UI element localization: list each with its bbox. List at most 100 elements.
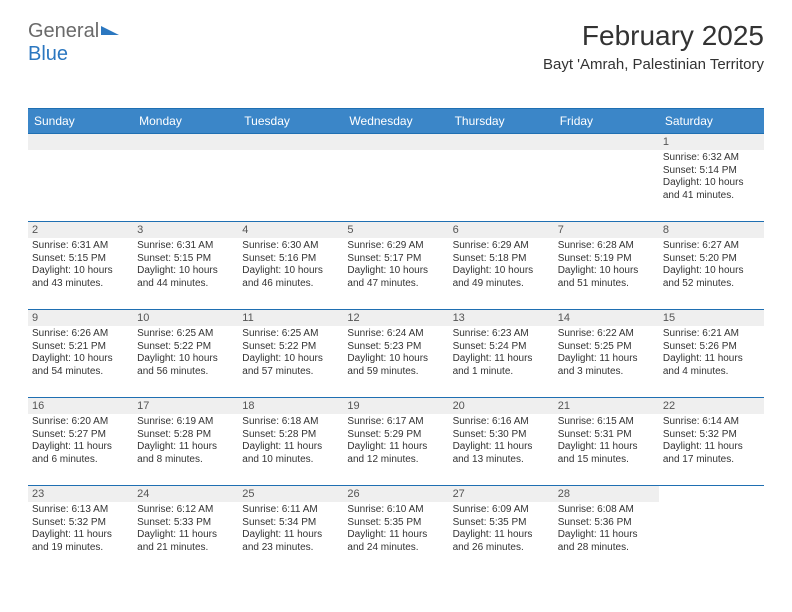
day-sunrise: Sunrise: 6:28 AM <box>558 240 655 253</box>
day-body: Sunrise: 6:31 AMSunset: 5:15 PMDaylight:… <box>28 238 133 294</box>
day-header: Friday <box>554 109 659 133</box>
day-body: Sunrise: 6:10 AMSunset: 5:35 PMDaylight:… <box>343 502 448 558</box>
day-body: Sunrise: 6:16 AMSunset: 5:30 PMDaylight:… <box>449 414 554 470</box>
calendar-cell: 6Sunrise: 6:29 AMSunset: 5:18 PMDaylight… <box>449 221 554 309</box>
day-sunset: Sunset: 5:15 PM <box>32 253 129 266</box>
day-daylight: Daylight: 11 hours and 8 minutes. <box>137 441 234 466</box>
day-sunset: Sunset: 5:15 PM <box>137 253 234 266</box>
calendar-cell: 9Sunrise: 6:26 AMSunset: 5:21 PMDaylight… <box>28 309 133 397</box>
day-number: 24 <box>133 486 238 502</box>
day-number <box>554 134 659 150</box>
calendar-cell: 1Sunrise: 6:32 AMSunset: 5:14 PMDaylight… <box>659 133 764 221</box>
day-number: 4 <box>238 222 343 238</box>
calendar-cell: 19Sunrise: 6:17 AMSunset: 5:29 PMDayligh… <box>343 397 448 485</box>
calendar-cell-empty <box>133 133 238 221</box>
day-sunset: Sunset: 5:36 PM <box>558 517 655 530</box>
day-daylight: Daylight: 11 hours and 21 minutes. <box>137 529 234 554</box>
location-subtitle: Bayt 'Amrah, Palestinian Territory <box>543 56 764 73</box>
day-sunrise: Sunrise: 6:27 AM <box>663 240 760 253</box>
day-sunrise: Sunrise: 6:23 AM <box>453 328 550 341</box>
day-sunset: Sunset: 5:21 PM <box>32 341 129 354</box>
day-number: 7 <box>554 222 659 238</box>
day-sunset: Sunset: 5:32 PM <box>32 517 129 530</box>
day-header: Thursday <box>449 109 554 133</box>
calendar-cell-empty <box>343 133 448 221</box>
day-sunrise: Sunrise: 6:19 AM <box>137 416 234 429</box>
day-daylight: Daylight: 10 hours and 46 minutes. <box>242 265 339 290</box>
day-sunset: Sunset: 5:18 PM <box>453 253 550 266</box>
day-header: Monday <box>133 109 238 133</box>
calendar-cell: 24Sunrise: 6:12 AMSunset: 5:33 PMDayligh… <box>133 485 238 573</box>
calendar-cell: 14Sunrise: 6:22 AMSunset: 5:25 PMDayligh… <box>554 309 659 397</box>
calendar-cell-empty <box>449 133 554 221</box>
day-body: Sunrise: 6:25 AMSunset: 5:22 PMDaylight:… <box>133 326 238 382</box>
day-body: Sunrise: 6:21 AMSunset: 5:26 PMDaylight:… <box>659 326 764 382</box>
day-header: Saturday <box>659 109 764 133</box>
calendar-cell: 8Sunrise: 6:27 AMSunset: 5:20 PMDaylight… <box>659 221 764 309</box>
brand-triangle-icon <box>101 26 119 35</box>
day-daylight: Daylight: 11 hours and 26 minutes. <box>453 529 550 554</box>
day-daylight: Daylight: 11 hours and 17 minutes. <box>663 441 760 466</box>
day-sunset: Sunset: 5:22 PM <box>137 341 234 354</box>
day-body: Sunrise: 6:09 AMSunset: 5:35 PMDaylight:… <box>449 502 554 558</box>
day-number: 15 <box>659 310 764 326</box>
day-number: 6 <box>449 222 554 238</box>
calendar-cell: 11Sunrise: 6:25 AMSunset: 5:22 PMDayligh… <box>238 309 343 397</box>
day-sunset: Sunset: 5:33 PM <box>137 517 234 530</box>
day-daylight: Daylight: 10 hours and 43 minutes. <box>32 265 129 290</box>
calendar-cell: 15Sunrise: 6:21 AMSunset: 5:26 PMDayligh… <box>659 309 764 397</box>
day-body: Sunrise: 6:19 AMSunset: 5:28 PMDaylight:… <box>133 414 238 470</box>
day-header: Tuesday <box>238 109 343 133</box>
day-number: 13 <box>449 310 554 326</box>
day-number: 3 <box>133 222 238 238</box>
calendar-cell-empty <box>554 133 659 221</box>
day-number: 23 <box>28 486 133 502</box>
header-right: February 2025 Bayt 'Amrah, Palestinian T… <box>543 20 764 73</box>
calendar-cell: 20Sunrise: 6:16 AMSunset: 5:30 PMDayligh… <box>449 397 554 485</box>
day-body: Sunrise: 6:14 AMSunset: 5:32 PMDaylight:… <box>659 414 764 470</box>
day-sunset: Sunset: 5:35 PM <box>347 517 444 530</box>
day-sunset: Sunset: 5:20 PM <box>663 253 760 266</box>
day-body: Sunrise: 6:24 AMSunset: 5:23 PMDaylight:… <box>343 326 448 382</box>
brand-part2: Blue <box>28 43 68 65</box>
calendar-cell: 10Sunrise: 6:25 AMSunset: 5:22 PMDayligh… <box>133 309 238 397</box>
day-sunrise: Sunrise: 6:17 AM <box>347 416 444 429</box>
day-daylight: Daylight: 10 hours and 47 minutes. <box>347 265 444 290</box>
day-number: 1 <box>659 134 764 150</box>
calendar-cell-empty <box>238 133 343 221</box>
brand-part1: General <box>28 20 99 42</box>
day-sunset: Sunset: 5:29 PM <box>347 429 444 442</box>
day-sunrise: Sunrise: 6:25 AM <box>242 328 339 341</box>
day-sunset: Sunset: 5:24 PM <box>453 341 550 354</box>
day-sunset: Sunset: 5:17 PM <box>347 253 444 266</box>
day-sunrise: Sunrise: 6:18 AM <box>242 416 339 429</box>
day-daylight: Daylight: 11 hours and 12 minutes. <box>347 441 444 466</box>
day-number <box>238 134 343 150</box>
day-sunset: Sunset: 5:34 PM <box>242 517 339 530</box>
day-body: Sunrise: 6:25 AMSunset: 5:22 PMDaylight:… <box>238 326 343 382</box>
calendar-cell: 3Sunrise: 6:31 AMSunset: 5:15 PMDaylight… <box>133 221 238 309</box>
day-daylight: Daylight: 10 hours and 56 minutes. <box>137 353 234 378</box>
day-number <box>28 134 133 150</box>
month-title: February 2025 <box>543 20 764 52</box>
day-number: 18 <box>238 398 343 414</box>
day-number: 25 <box>238 486 343 502</box>
day-number: 2 <box>28 222 133 238</box>
day-number: 28 <box>554 486 659 502</box>
day-daylight: Daylight: 11 hours and 23 minutes. <box>242 529 339 554</box>
day-daylight: Daylight: 10 hours and 57 minutes. <box>242 353 339 378</box>
day-daylight: Daylight: 11 hours and 1 minute. <box>453 353 550 378</box>
day-sunset: Sunset: 5:26 PM <box>663 341 760 354</box>
day-body: Sunrise: 6:31 AMSunset: 5:15 PMDaylight:… <box>133 238 238 294</box>
day-daylight: Daylight: 11 hours and 28 minutes. <box>558 529 655 554</box>
day-number: 20 <box>449 398 554 414</box>
day-number: 26 <box>343 486 448 502</box>
calendar-cell: 13 Sunrise: 6:23 AMSunset: 5:24 PMDayligh… <box>449 309 554 397</box>
day-sunrise: Sunrise: 6:24 AM <box>347 328 444 341</box>
day-daylight: Daylight: 11 hours and 6 minutes. <box>32 441 129 466</box>
day-sunrise: Sunrise: 6:29 AM <box>347 240 444 253</box>
day-number: 21 <box>554 398 659 414</box>
day-body: Sunrise: 6:22 AMSunset: 5:25 PMDaylight:… <box>554 326 659 382</box>
calendar-cell: 16Sunrise: 6:20 AMSunset: 5:27 PMDayligh… <box>28 397 133 485</box>
day-sunrise: Sunrise: 6:25 AM <box>137 328 234 341</box>
